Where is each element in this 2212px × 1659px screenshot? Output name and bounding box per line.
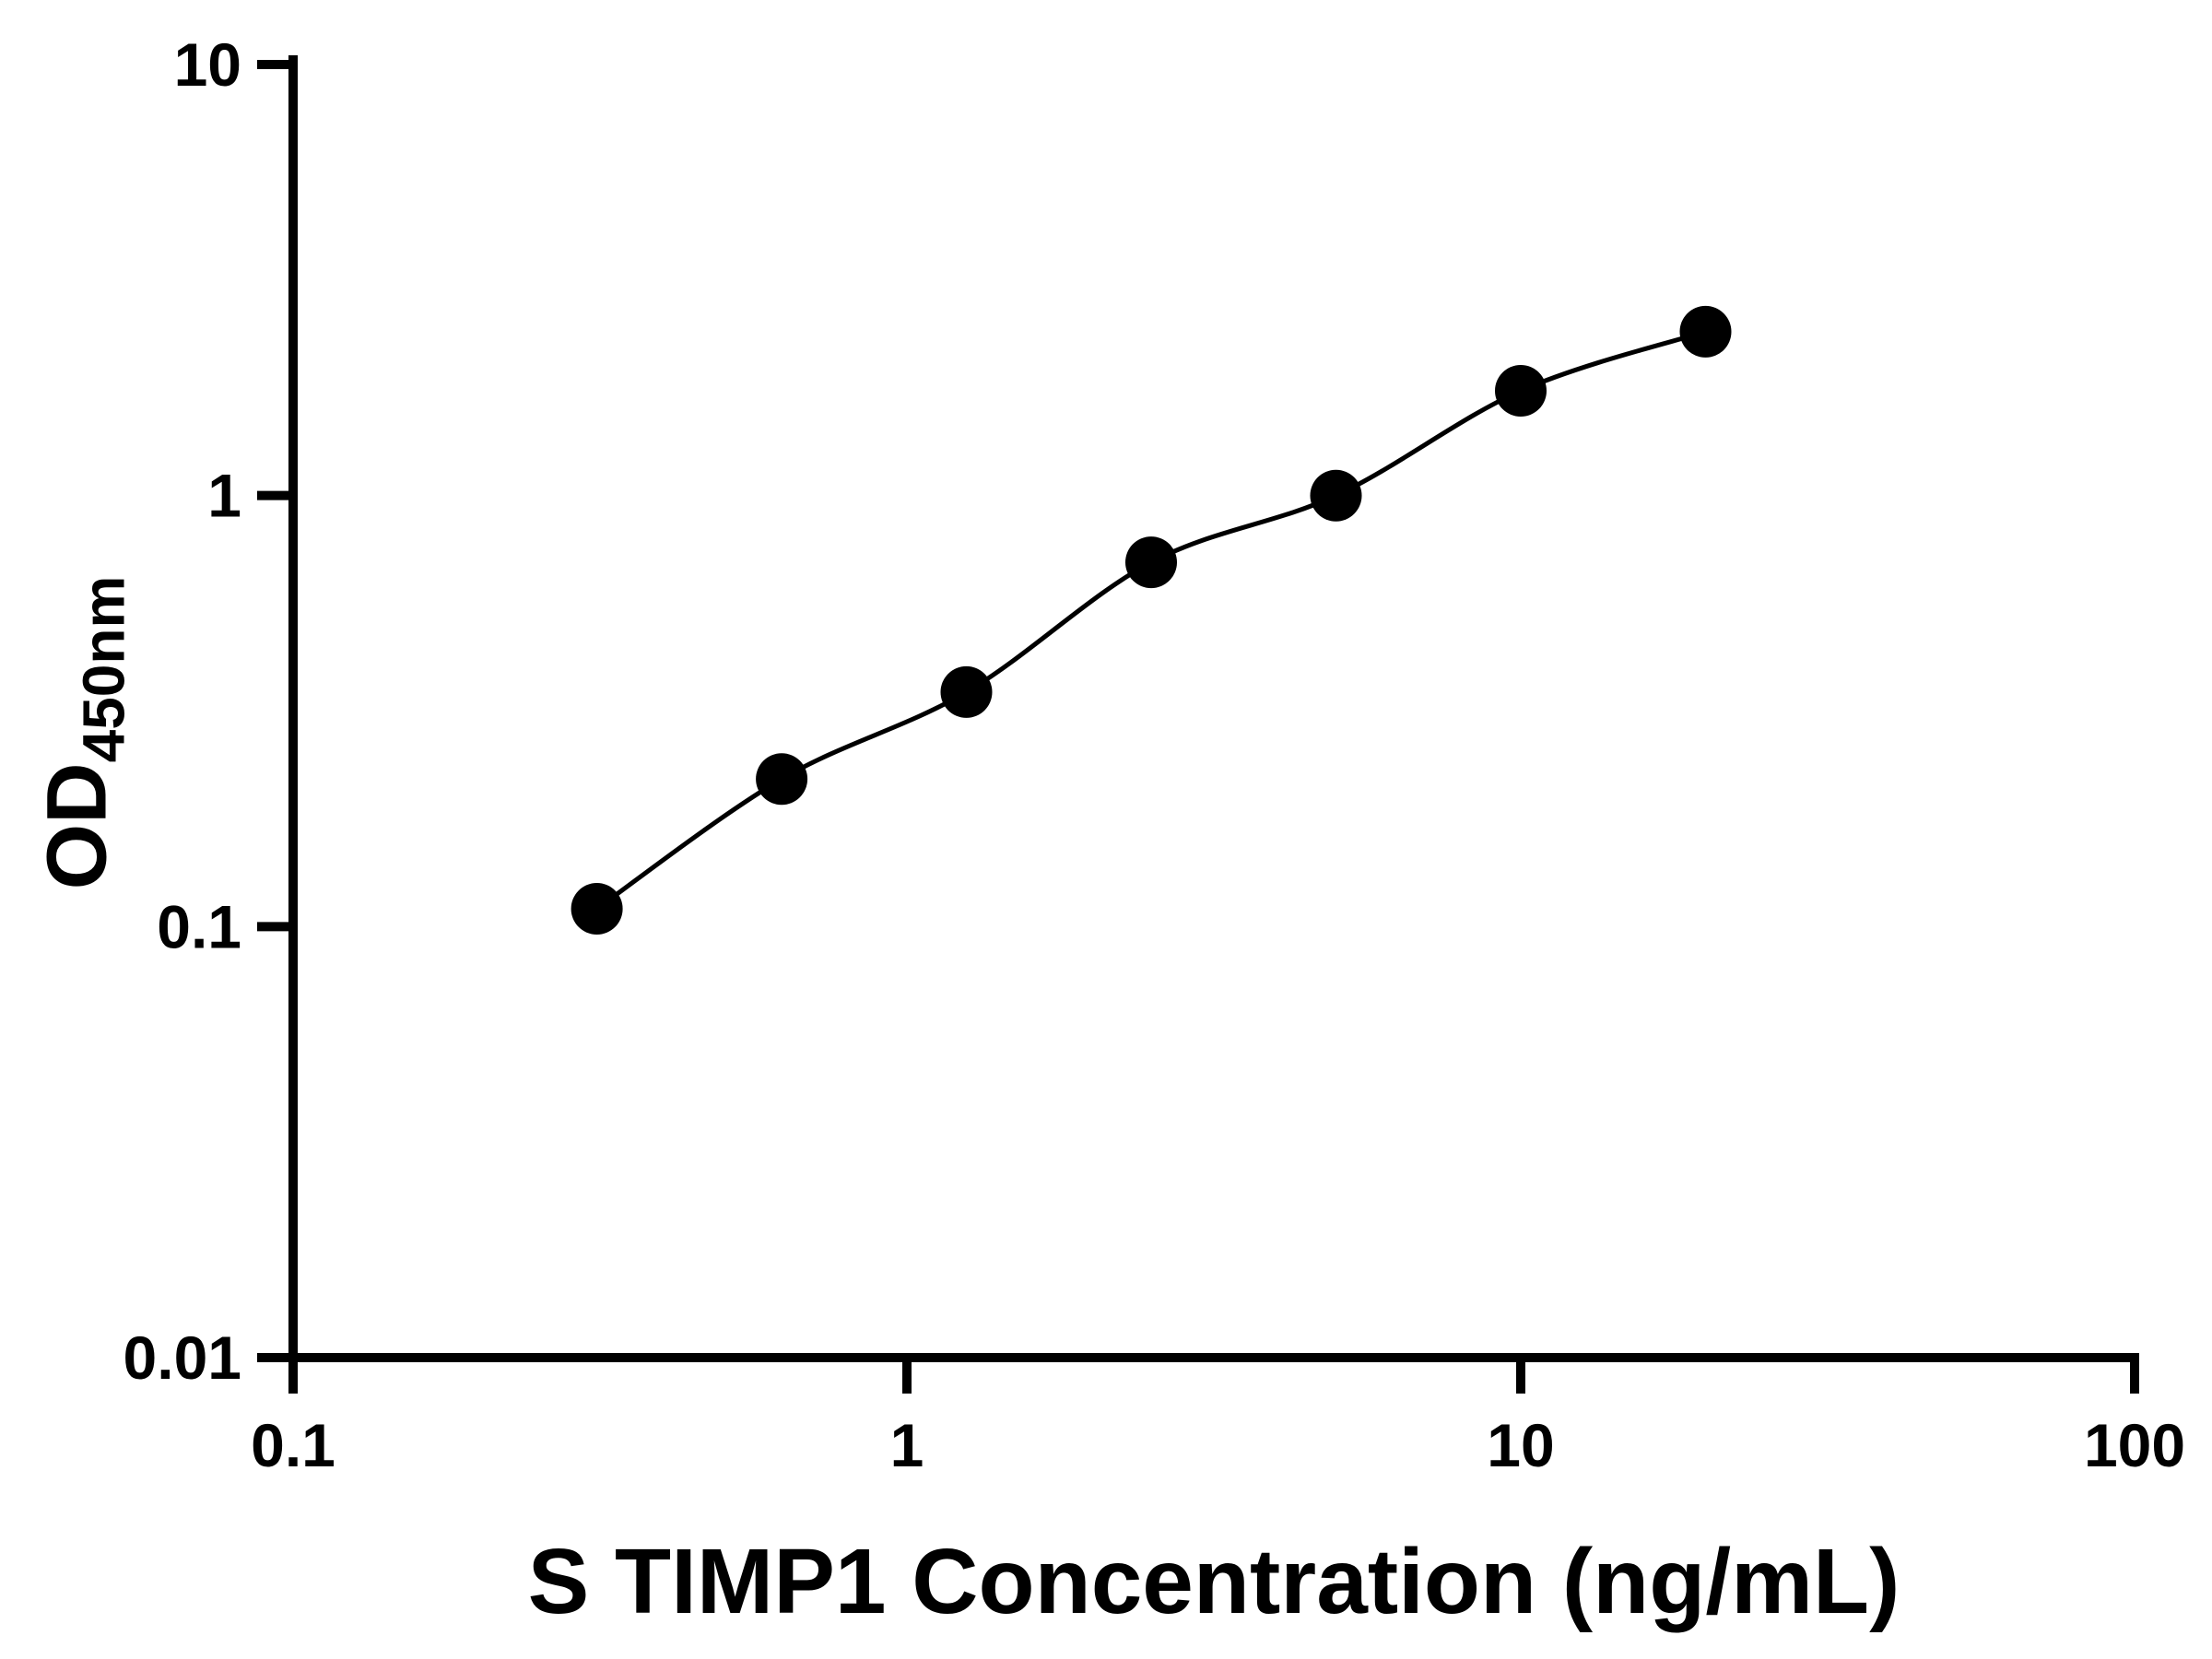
y-tick-label: 10 <box>174 30 241 99</box>
x-tick-label: 1 <box>890 1411 924 1479</box>
standard-curve-line <box>595 329 1707 912</box>
axes-spine <box>288 55 2139 1362</box>
y-tick-label: 1 <box>207 462 241 530</box>
data-point <box>756 753 808 806</box>
data-point <box>1495 365 1547 417</box>
data-point <box>1679 305 1732 358</box>
data-point <box>1310 469 1362 522</box>
y-axis-label-subscript: 450nm <box>70 575 137 763</box>
x-tick-label: 100 <box>2084 1411 2185 1479</box>
y-tick-label: 0.1 <box>157 892 241 960</box>
data-point <box>940 665 993 718</box>
x-tick-label: 0.1 <box>251 1411 335 1479</box>
x-axis-label: S TIMP1 Concentration (ng/mL) <box>527 1530 1900 1633</box>
y-axis-label-text: OD450nm <box>29 576 137 890</box>
y-axis-label-main: OD <box>29 762 124 890</box>
y-tick-label: 0.01 <box>124 1324 241 1392</box>
data-point <box>1125 536 1177 589</box>
data-point <box>571 883 623 935</box>
x-tick-label: 10 <box>1487 1411 1554 1479</box>
